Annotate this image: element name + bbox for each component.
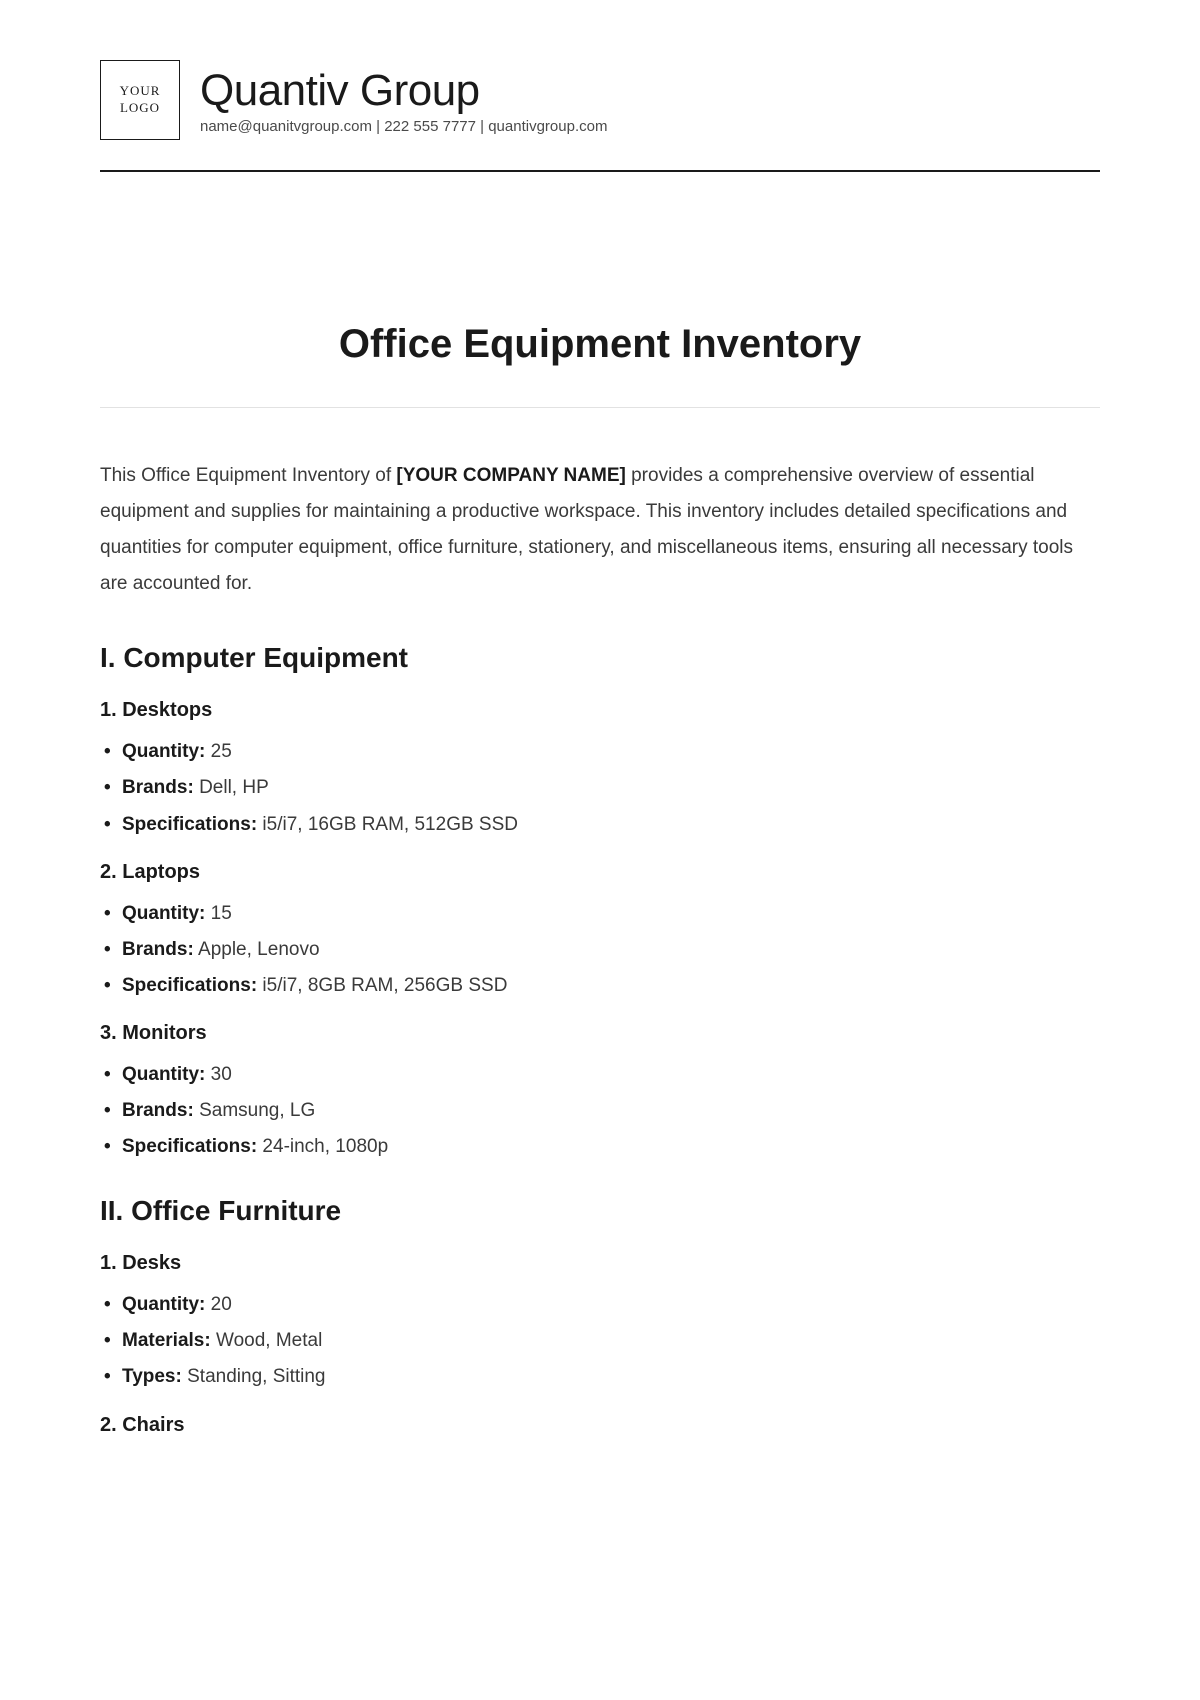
spec-value: Wood, Metal (211, 1330, 323, 1351)
intro-prefix: This Office Equipment Inventory of (100, 465, 396, 486)
section-heading-computer-equipment: I. Computer Equipment (100, 642, 1100, 674)
item-monitors: 3. Monitors Quantity: 30 Brands: Samsung… (100, 1022, 1100, 1165)
title-divider (100, 407, 1100, 408)
company-name: Quantiv Group (200, 66, 607, 116)
spec-label: Types: (122, 1366, 182, 1387)
spec-label: Specifications: (122, 814, 257, 835)
spec-row: Specifications: 24-inch, 1080p (104, 1129, 1100, 1165)
spec-label: Quantity: (122, 1064, 205, 1085)
spec-row: Materials: Wood, Metal (104, 1323, 1100, 1359)
spec-list: Quantity: 20 Materials: Wood, Metal Type… (100, 1287, 1100, 1395)
company-block: Quantiv Group name@quanitvgroup.com | 22… (200, 66, 607, 135)
spec-label: Brands: (122, 939, 194, 960)
spec-row: Brands: Dell, HP (104, 770, 1100, 806)
spec-row: Specifications: i5/i7, 16GB RAM, 512GB S… (104, 807, 1100, 843)
letterhead: YOUR LOGO Quantiv Group name@quanitvgrou… (100, 60, 1100, 140)
spec-value: Apple, Lenovo (194, 939, 320, 960)
spec-value: Samsung, LG (194, 1100, 315, 1121)
spec-list: Quantity: 30 Brands: Samsung, LG Specifi… (100, 1057, 1100, 1165)
spec-label: Brands: (122, 1100, 194, 1121)
spec-row: Brands: Apple, Lenovo (104, 932, 1100, 968)
item-desks: 1. Desks Quantity: 20 Materials: Wood, M… (100, 1252, 1100, 1395)
item-title: 2. Chairs (100, 1414, 1100, 1437)
logo-placeholder: YOUR LOGO (100, 60, 180, 140)
spec-row: Quantity: 15 (104, 896, 1100, 932)
spec-row: Specifications: i5/i7, 8GB RAM, 256GB SS… (104, 968, 1100, 1004)
intro-paragraph: This Office Equipment Inventory of [YOUR… (100, 458, 1100, 602)
spec-label: Quantity: (122, 741, 205, 762)
spec-value: 25 (205, 741, 231, 762)
spec-value: 30 (205, 1064, 231, 1085)
spec-label: Quantity: (122, 1294, 205, 1315)
spec-label: Brands: (122, 777, 194, 798)
spec-row: Quantity: 20 (104, 1287, 1100, 1323)
spec-row: Quantity: 25 (104, 734, 1100, 770)
header-divider (100, 170, 1100, 172)
item-title: 1. Desktops (100, 699, 1100, 722)
spec-label: Specifications: (122, 975, 257, 996)
section-heading-office-furniture: II. Office Furniture (100, 1195, 1100, 1227)
spec-value: 24-inch, 1080p (257, 1136, 388, 1157)
intro-placeholder: [YOUR COMPANY NAME] (396, 465, 625, 486)
spec-value: i5/i7, 16GB RAM, 512GB SSD (257, 814, 518, 835)
item-title: 1. Desks (100, 1252, 1100, 1275)
spec-value: Dell, HP (194, 777, 269, 798)
spec-value: i5/i7, 8GB RAM, 256GB SSD (257, 975, 507, 996)
spec-list: Quantity: 15 Brands: Apple, Lenovo Speci… (100, 896, 1100, 1004)
document-title: Office Equipment Inventory (100, 322, 1100, 367)
contact-line: name@quanitvgroup.com | 222 555 7777 | q… (200, 118, 607, 135)
spec-label: Specifications: (122, 1136, 257, 1157)
spec-row: Types: Standing, Sitting (104, 1359, 1100, 1395)
spec-value: 15 (205, 903, 231, 924)
logo-text-line2: LOGO (120, 100, 160, 117)
spec-label: Materials: (122, 1330, 211, 1351)
spec-list: Quantity: 25 Brands: Dell, HP Specificat… (100, 734, 1100, 842)
item-title: 2. Laptops (100, 861, 1100, 884)
item-chairs: 2. Chairs (100, 1414, 1100, 1437)
logo-text-line1: YOUR (120, 83, 161, 100)
spec-label: Quantity: (122, 903, 205, 924)
spec-value: 20 (205, 1294, 231, 1315)
spec-row: Brands: Samsung, LG (104, 1093, 1100, 1129)
spec-row: Quantity: 30 (104, 1057, 1100, 1093)
item-title: 3. Monitors (100, 1022, 1100, 1045)
item-desktops: 1. Desktops Quantity: 25 Brands: Dell, H… (100, 699, 1100, 842)
spec-value: Standing, Sitting (182, 1366, 326, 1387)
item-laptops: 2. Laptops Quantity: 15 Brands: Apple, L… (100, 861, 1100, 1004)
